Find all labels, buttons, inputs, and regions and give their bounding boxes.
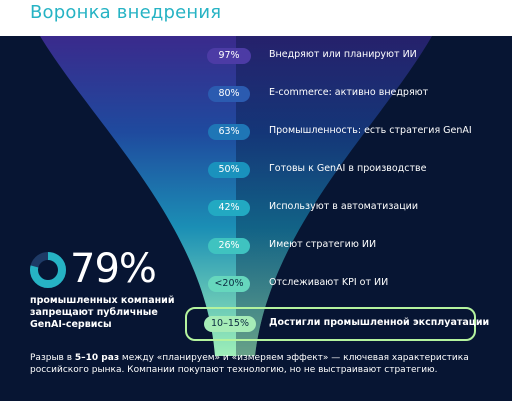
page-title: Воронка внедрения [30,2,222,23]
footnote-bold: 5–10 раз [74,353,120,363]
funnel-value-8: 10–15% [204,316,256,332]
highlight-frame [185,307,476,341]
funnel-label-3: Промышленность: есть стратегия GenAI [269,125,472,136]
header: Воронка внедрения [0,0,512,36]
funnel-value-1: 97% [207,48,251,64]
funnel-value-7: <20% [208,276,250,292]
funnel-label-8: Достигли промышленной эксплуатации [269,317,490,328]
stat-description: промышленных компаний запрещают публичны… [30,295,175,330]
funnel-value-6: 26% [208,238,250,254]
donut-value-arc [30,252,66,288]
funnel-label-4: Готовы к GenAI в производстве [269,163,427,174]
funnel-shape [40,36,432,356]
funnel-value-4: 50% [208,162,250,178]
funnel-label-1: Внедряют или планируют ИИ [269,49,417,60]
funnel-value-2: 80% [208,86,250,102]
funnel-value-5: 42% [208,200,250,216]
footnote-part2: между «планируем» и «измеряем эффект» — … [30,353,469,375]
funnel-label-6: Имеют стратегию ИИ [269,239,377,250]
footnote: Разрыв в 5–10 раз между «планируем» и «и… [30,352,490,376]
funnel-value-3: 63% [208,124,250,140]
donut-chart [30,252,66,288]
funnel-label-5: Используют в автоматизации [269,201,419,212]
funnel-label-2: E-commerce: активно внедряют [269,87,429,98]
stat-value: 79% [70,246,157,292]
footnote-part1: Разрыв в [30,353,75,363]
funnel-label-7: Отслеживают KPI от ИИ [269,277,389,288]
